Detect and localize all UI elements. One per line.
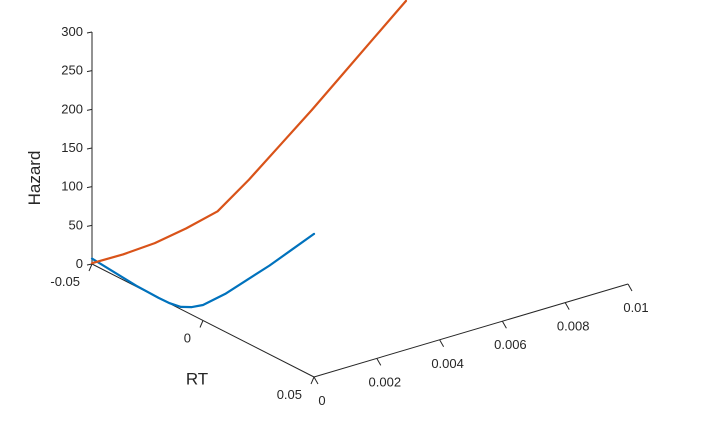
ad-tick-label-0-01: 0.01 <box>623 300 648 315</box>
ad-tick-mark-0-008 <box>564 302 570 310</box>
series-2-point-8 <box>342 72 345 75</box>
z-tick-mark-100 <box>86 186 93 189</box>
ad-axis-line <box>313 283 629 378</box>
ad-tick-mark-0-002 <box>376 358 382 366</box>
rt-tick-label-0: 0 <box>184 331 191 346</box>
z-tick-label-150: 150 <box>61 140 83 155</box>
labels-layer: 0 50 100 150 200 250 300 -0.05 0 0.05 0 0.002 0.004 0… <box>25 24 649 408</box>
z-tick-label-100: 100 <box>61 179 83 194</box>
series-2-point-9 <box>373 36 376 39</box>
series-2-point-7 <box>310 109 313 111</box>
series-2-point-0 <box>91 262 93 265</box>
z-tick-mark-0 <box>86 263 93 266</box>
series-1-point-9 <box>246 278 249 281</box>
rt-tick-label--0-05: -0.05 <box>50 274 80 289</box>
series-2-point-1 <box>122 253 125 256</box>
series-2-point-2 <box>153 242 156 245</box>
series-1-point-10 <box>268 264 271 267</box>
z-tick-mark-200 <box>86 108 93 111</box>
axes-layer <box>86 31 633 385</box>
z-tick-label-250: 250 <box>61 63 83 78</box>
series-2-point-10 <box>405 0 407 2</box>
ad-tick-label-0-008: 0.008 <box>557 319 590 334</box>
ad-tick-mark-0 <box>313 376 319 385</box>
ad-tick-label-0-002: 0.002 <box>369 374 402 389</box>
series-line-1 <box>90 232 316 309</box>
series-1-point-4 <box>168 302 171 305</box>
rt-tick-mark-0-05 <box>310 376 315 385</box>
series-1-point-5 <box>179 306 182 308</box>
series-layer <box>90 0 408 309</box>
ad-tick-label-0: 0 <box>318 393 325 408</box>
series-1-point-2 <box>135 284 138 287</box>
series-1-point-1 <box>113 271 116 274</box>
ad-tick-mark-0-004 <box>439 339 445 348</box>
z-tick-mark-150 <box>86 147 93 150</box>
rt-tick-mark--0-05 <box>88 263 93 272</box>
series-2-point-3 <box>185 227 188 230</box>
ad-tick-mark-0-01 <box>627 283 633 292</box>
series-1-point-8 <box>224 293 227 295</box>
series-1-point-6 <box>191 306 193 308</box>
rt-tick-label-0-05: 0.05 <box>277 387 302 402</box>
z-tick-label-0: 0 <box>76 256 83 271</box>
rt-tick-mark-0 <box>199 320 204 328</box>
series-2-point-6 <box>279 143 282 146</box>
ad-tick-mark-0-006 <box>501 320 507 329</box>
z-tick-mark-50 <box>86 224 93 227</box>
z-tick-label-50: 50 <box>69 217 83 232</box>
ad-tick-label-0-004: 0.004 <box>431 356 464 371</box>
series-2-point-5 <box>248 178 250 181</box>
series-1-point-3 <box>157 297 160 299</box>
series-1-point-0 <box>91 257 93 260</box>
series-1-point-11 <box>290 248 293 251</box>
z-tick-mark-300 <box>86 31 93 34</box>
z-tick-mark-250 <box>86 70 93 73</box>
series-2-point-4 <box>216 210 219 213</box>
z-axis-label: Hazard <box>25 151 44 206</box>
series-1-point-12 <box>313 233 315 235</box>
z-tick-label-300: 300 <box>61 24 83 39</box>
series-line-2 <box>90 0 408 265</box>
series-1-point-7 <box>202 304 204 306</box>
z-tick-label-200: 200 <box>61 101 83 116</box>
ad-tick-label-0-006: 0.006 <box>494 337 527 352</box>
rt-axis-label: RT <box>186 370 208 389</box>
